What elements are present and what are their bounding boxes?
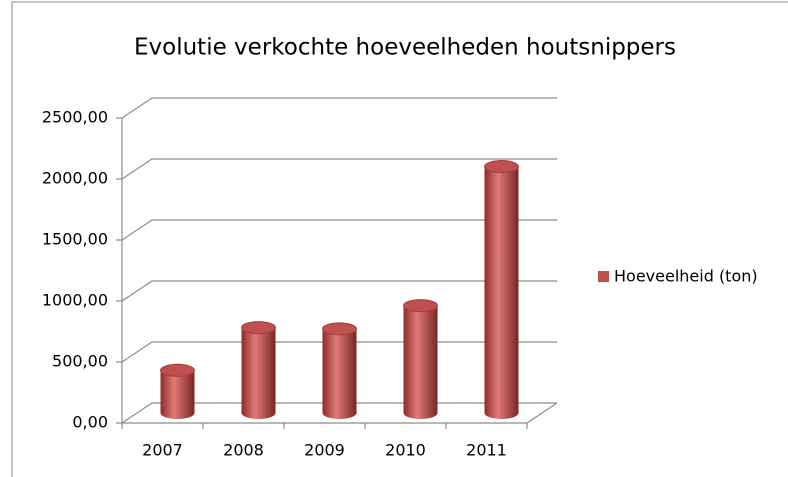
- bar-body: [160, 370, 195, 419]
- y-tick-label: 1500,00: [42, 230, 108, 249]
- bar: [160, 363, 195, 419]
- bar: [403, 299, 438, 419]
- y-tick-label: 2000,00: [42, 169, 108, 188]
- grid-line: [121, 158, 557, 180]
- bar: [241, 321, 276, 419]
- grid-line: [121, 97, 557, 119]
- bar-top: [484, 160, 519, 174]
- bar: [322, 322, 357, 419]
- x-tick-label: 2009: [304, 441, 345, 460]
- y-tick-label: 2500,00: [42, 108, 108, 127]
- bar-top: [160, 363, 195, 377]
- bar-body: [403, 305, 438, 419]
- y-tick-label: 500,00: [52, 352, 108, 371]
- x-tick-label: 2007: [142, 441, 183, 460]
- x-tick-label: 2008: [223, 441, 264, 460]
- y-tick-label: 1000,00: [42, 291, 108, 310]
- bar-body: [484, 166, 519, 419]
- grid-line: [121, 280, 557, 302]
- chart-title: Evolutie verkochte hoeveelheden houtsnip…: [134, 35, 676, 61]
- legend-swatch: [598, 271, 609, 282]
- legend-label: Hoeveelheid (ton): [614, 267, 758, 286]
- bar-top: [403, 299, 438, 313]
- bar-top: [322, 322, 357, 336]
- bar-body: [241, 327, 276, 419]
- chart-border: [11, 1, 788, 477]
- bar: [484, 160, 519, 419]
- bar-body: [322, 328, 357, 419]
- bar-top: [241, 321, 276, 335]
- x-tick-label: 2010: [385, 441, 426, 460]
- x-tick-label: 2011: [466, 441, 507, 460]
- y-tick-label: 0,00: [72, 413, 108, 432]
- grid-line: [121, 219, 557, 241]
